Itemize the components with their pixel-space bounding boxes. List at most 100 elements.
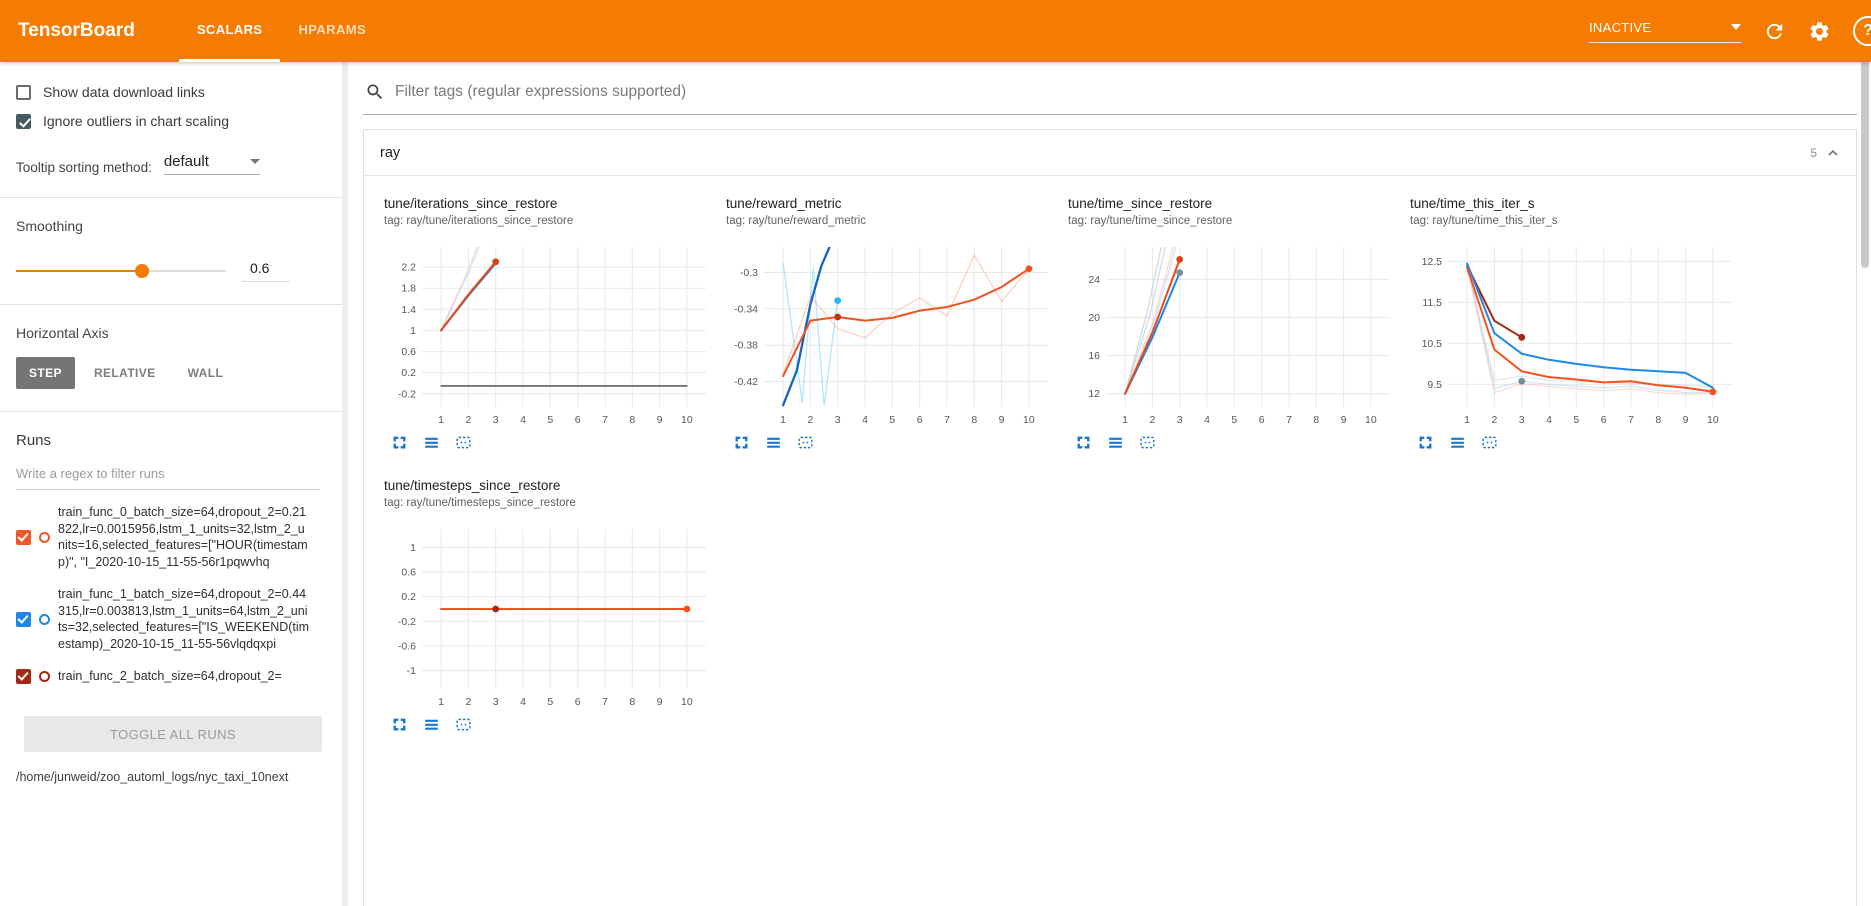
line-chart[interactable]: 1 2 3 4 5 6 7 8 9 10 -0.42 -0.38 -0.34 -0.3 xyxy=(726,239,1056,429)
run-name: train_func_2_batch_size=64,dropout_2= xyxy=(58,669,282,683)
run-checkbox-icon[interactable] xyxy=(16,668,31,684)
line-chart[interactable]: 1 2 3 4 5 6 7 8 9 10 9.5 10.5 11.5 12.5 xyxy=(1410,239,1740,429)
search-icon xyxy=(365,82,385,102)
scalars-main-panel: ray 5 tune/iterations_since_restore tag:… xyxy=(348,62,1871,906)
svg-text:0.2: 0.2 xyxy=(401,591,416,603)
runs-filter-input[interactable] xyxy=(16,466,320,481)
line-chart[interactable]: 1 2 3 4 5 6 7 8 9 10 -1 -0.6 -0.2 0.2 0.6 1 xyxy=(384,521,714,711)
svg-text:4: 4 xyxy=(862,414,868,426)
toggle-all-runs-button[interactable]: TOGGLE ALL RUNS xyxy=(24,716,322,752)
svg-text:8: 8 xyxy=(629,696,635,708)
run-item[interactable]: train_func_2_batch_size=64,dropout_2= xyxy=(16,660,328,693)
expand-chart-icon[interactable] xyxy=(1074,433,1093,452)
ignore-outliers-row[interactable]: Ignore outliers in chart scaling xyxy=(16,113,332,129)
log-directory-path: /home/junweid/zoo_automl_logs/nyc_taxi_1… xyxy=(16,770,289,784)
svg-text:3: 3 xyxy=(493,414,499,426)
svg-text:-0.42: -0.42 xyxy=(734,376,758,388)
run-checkbox-icon[interactable] xyxy=(16,529,31,545)
settings-sidebar: Show data download links Ignore outliers… xyxy=(0,62,348,906)
help-icon[interactable]: ? xyxy=(1853,16,1871,46)
svg-text:6: 6 xyxy=(575,414,581,426)
chart-title: tune/iterations_since_restore xyxy=(384,196,558,211)
chart-title: tune/time_this_iter_s xyxy=(1410,196,1535,211)
run-item[interactable]: train_func_0_batch_size=64,dropout_2=0.2… xyxy=(16,496,328,578)
svg-text:-1: -1 xyxy=(407,665,416,677)
run-name: train_func_0_batch_size=64,dropout_2=0.2… xyxy=(58,505,308,569)
svg-text:10.5: 10.5 xyxy=(1422,338,1443,350)
data-list-icon[interactable] xyxy=(1106,433,1125,452)
svg-text:4: 4 xyxy=(1546,414,1552,426)
settings-gear-icon[interactable] xyxy=(1808,20,1831,43)
reload-status-select[interactable]: INACTIVE xyxy=(1589,20,1741,43)
svg-text:10: 10 xyxy=(1023,414,1035,426)
svg-text:12: 12 xyxy=(1088,388,1100,400)
svg-text:2: 2 xyxy=(465,696,471,708)
expand-chart-icon[interactable] xyxy=(390,715,409,734)
run-checkbox-icon[interactable] xyxy=(16,611,31,627)
smoothing-slider[interactable] xyxy=(16,264,226,278)
checkbox-icon[interactable] xyxy=(16,113,31,129)
refresh-icon[interactable] xyxy=(1763,20,1786,43)
svg-text:10: 10 xyxy=(681,696,693,708)
main-scrollbar[interactable] xyxy=(1861,58,1869,268)
svg-text:6: 6 xyxy=(917,414,923,426)
run-color-radio-icon[interactable] xyxy=(39,613,50,625)
data-list-icon[interactable] xyxy=(764,433,783,452)
data-list-icon[interactable] xyxy=(422,715,441,734)
run-item[interactable]: train_func_1_batch_size=64,dropout_2=0.4… xyxy=(16,578,328,660)
tab-hparams[interactable]: HPARAMS xyxy=(298,22,367,37)
data-list-icon[interactable] xyxy=(1448,433,1467,452)
run-color-radio-icon[interactable] xyxy=(39,531,50,543)
fit-domain-icon[interactable] xyxy=(1480,433,1499,452)
svg-text:8: 8 xyxy=(971,414,977,426)
tag-group-count: 5 xyxy=(1810,145,1817,160)
tooltip-sorting-select[interactable]: default xyxy=(163,153,260,175)
slider-fill xyxy=(16,270,142,272)
tag-group-header[interactable]: ray 5 xyxy=(364,130,1856,176)
data-list-icon[interactable] xyxy=(422,433,441,452)
fit-domain-icon[interactable] xyxy=(454,715,473,734)
axis-wall-button[interactable]: WALL xyxy=(187,366,224,380)
fit-domain-icon[interactable] xyxy=(454,433,473,452)
svg-text:1: 1 xyxy=(438,696,444,708)
fit-domain-icon[interactable] xyxy=(1138,433,1157,452)
divider xyxy=(0,411,348,412)
run-name: train_func_1_batch_size=64,dropout_2=0.4… xyxy=(58,587,310,651)
axis-step-button[interactable]: STEP xyxy=(16,357,75,389)
run-color-radio-icon[interactable] xyxy=(39,670,50,682)
chevron-up-icon[interactable] xyxy=(1826,146,1840,160)
slider-thumb[interactable] xyxy=(135,264,149,278)
expand-chart-icon[interactable] xyxy=(732,433,751,452)
chart-title: tune/time_since_restore xyxy=(1068,196,1213,211)
chart-tag: tag: ray/tune/timesteps_since_restore xyxy=(384,497,576,509)
checkbox-icon[interactable] xyxy=(16,84,31,100)
dashboard-tabs: SCALARS HPARAMS xyxy=(178,0,384,62)
svg-text:7: 7 xyxy=(944,414,950,426)
svg-text:2: 2 xyxy=(1149,414,1155,426)
svg-text:8: 8 xyxy=(1655,414,1661,426)
tab-scalars[interactable]: SCALARS xyxy=(178,0,281,62)
svg-text:16: 16 xyxy=(1088,350,1100,362)
sidebar-scrollbar[interactable] xyxy=(342,62,348,906)
svg-text:8: 8 xyxy=(629,414,635,426)
chart-actions xyxy=(384,715,726,734)
svg-text:5: 5 xyxy=(889,414,895,426)
caret-down-icon xyxy=(1731,24,1741,30)
show-download-links-row[interactable]: Show data download links xyxy=(16,84,332,100)
svg-text:0.6: 0.6 xyxy=(401,567,416,579)
expand-chart-icon[interactable] xyxy=(390,433,409,452)
tag-filter-input[interactable] xyxy=(395,83,1855,101)
expand-chart-icon[interactable] xyxy=(1416,433,1435,452)
smoothing-slider-row: 0.6 xyxy=(16,260,332,282)
fit-domain-icon[interactable] xyxy=(796,433,815,452)
line-chart[interactable]: 1 2 3 4 5 6 7 8 9 10 -0.2 0.2 0.6 1 1.4 1.8 2.2 xyxy=(384,239,714,429)
app-toolbar: TensorBoard SCALARS HPARAMS INACTIVE ? xyxy=(0,0,1871,62)
axis-relative-button[interactable]: RELATIVE xyxy=(93,366,156,380)
svg-text:1: 1 xyxy=(1122,414,1128,426)
runs-filter-field xyxy=(16,465,320,490)
svg-text:7: 7 xyxy=(602,414,608,426)
chart-title: tune/reward_metric xyxy=(726,196,842,211)
svg-text:-0.34: -0.34 xyxy=(734,303,758,315)
smoothing-value-input[interactable]: 0.6 xyxy=(242,260,290,282)
